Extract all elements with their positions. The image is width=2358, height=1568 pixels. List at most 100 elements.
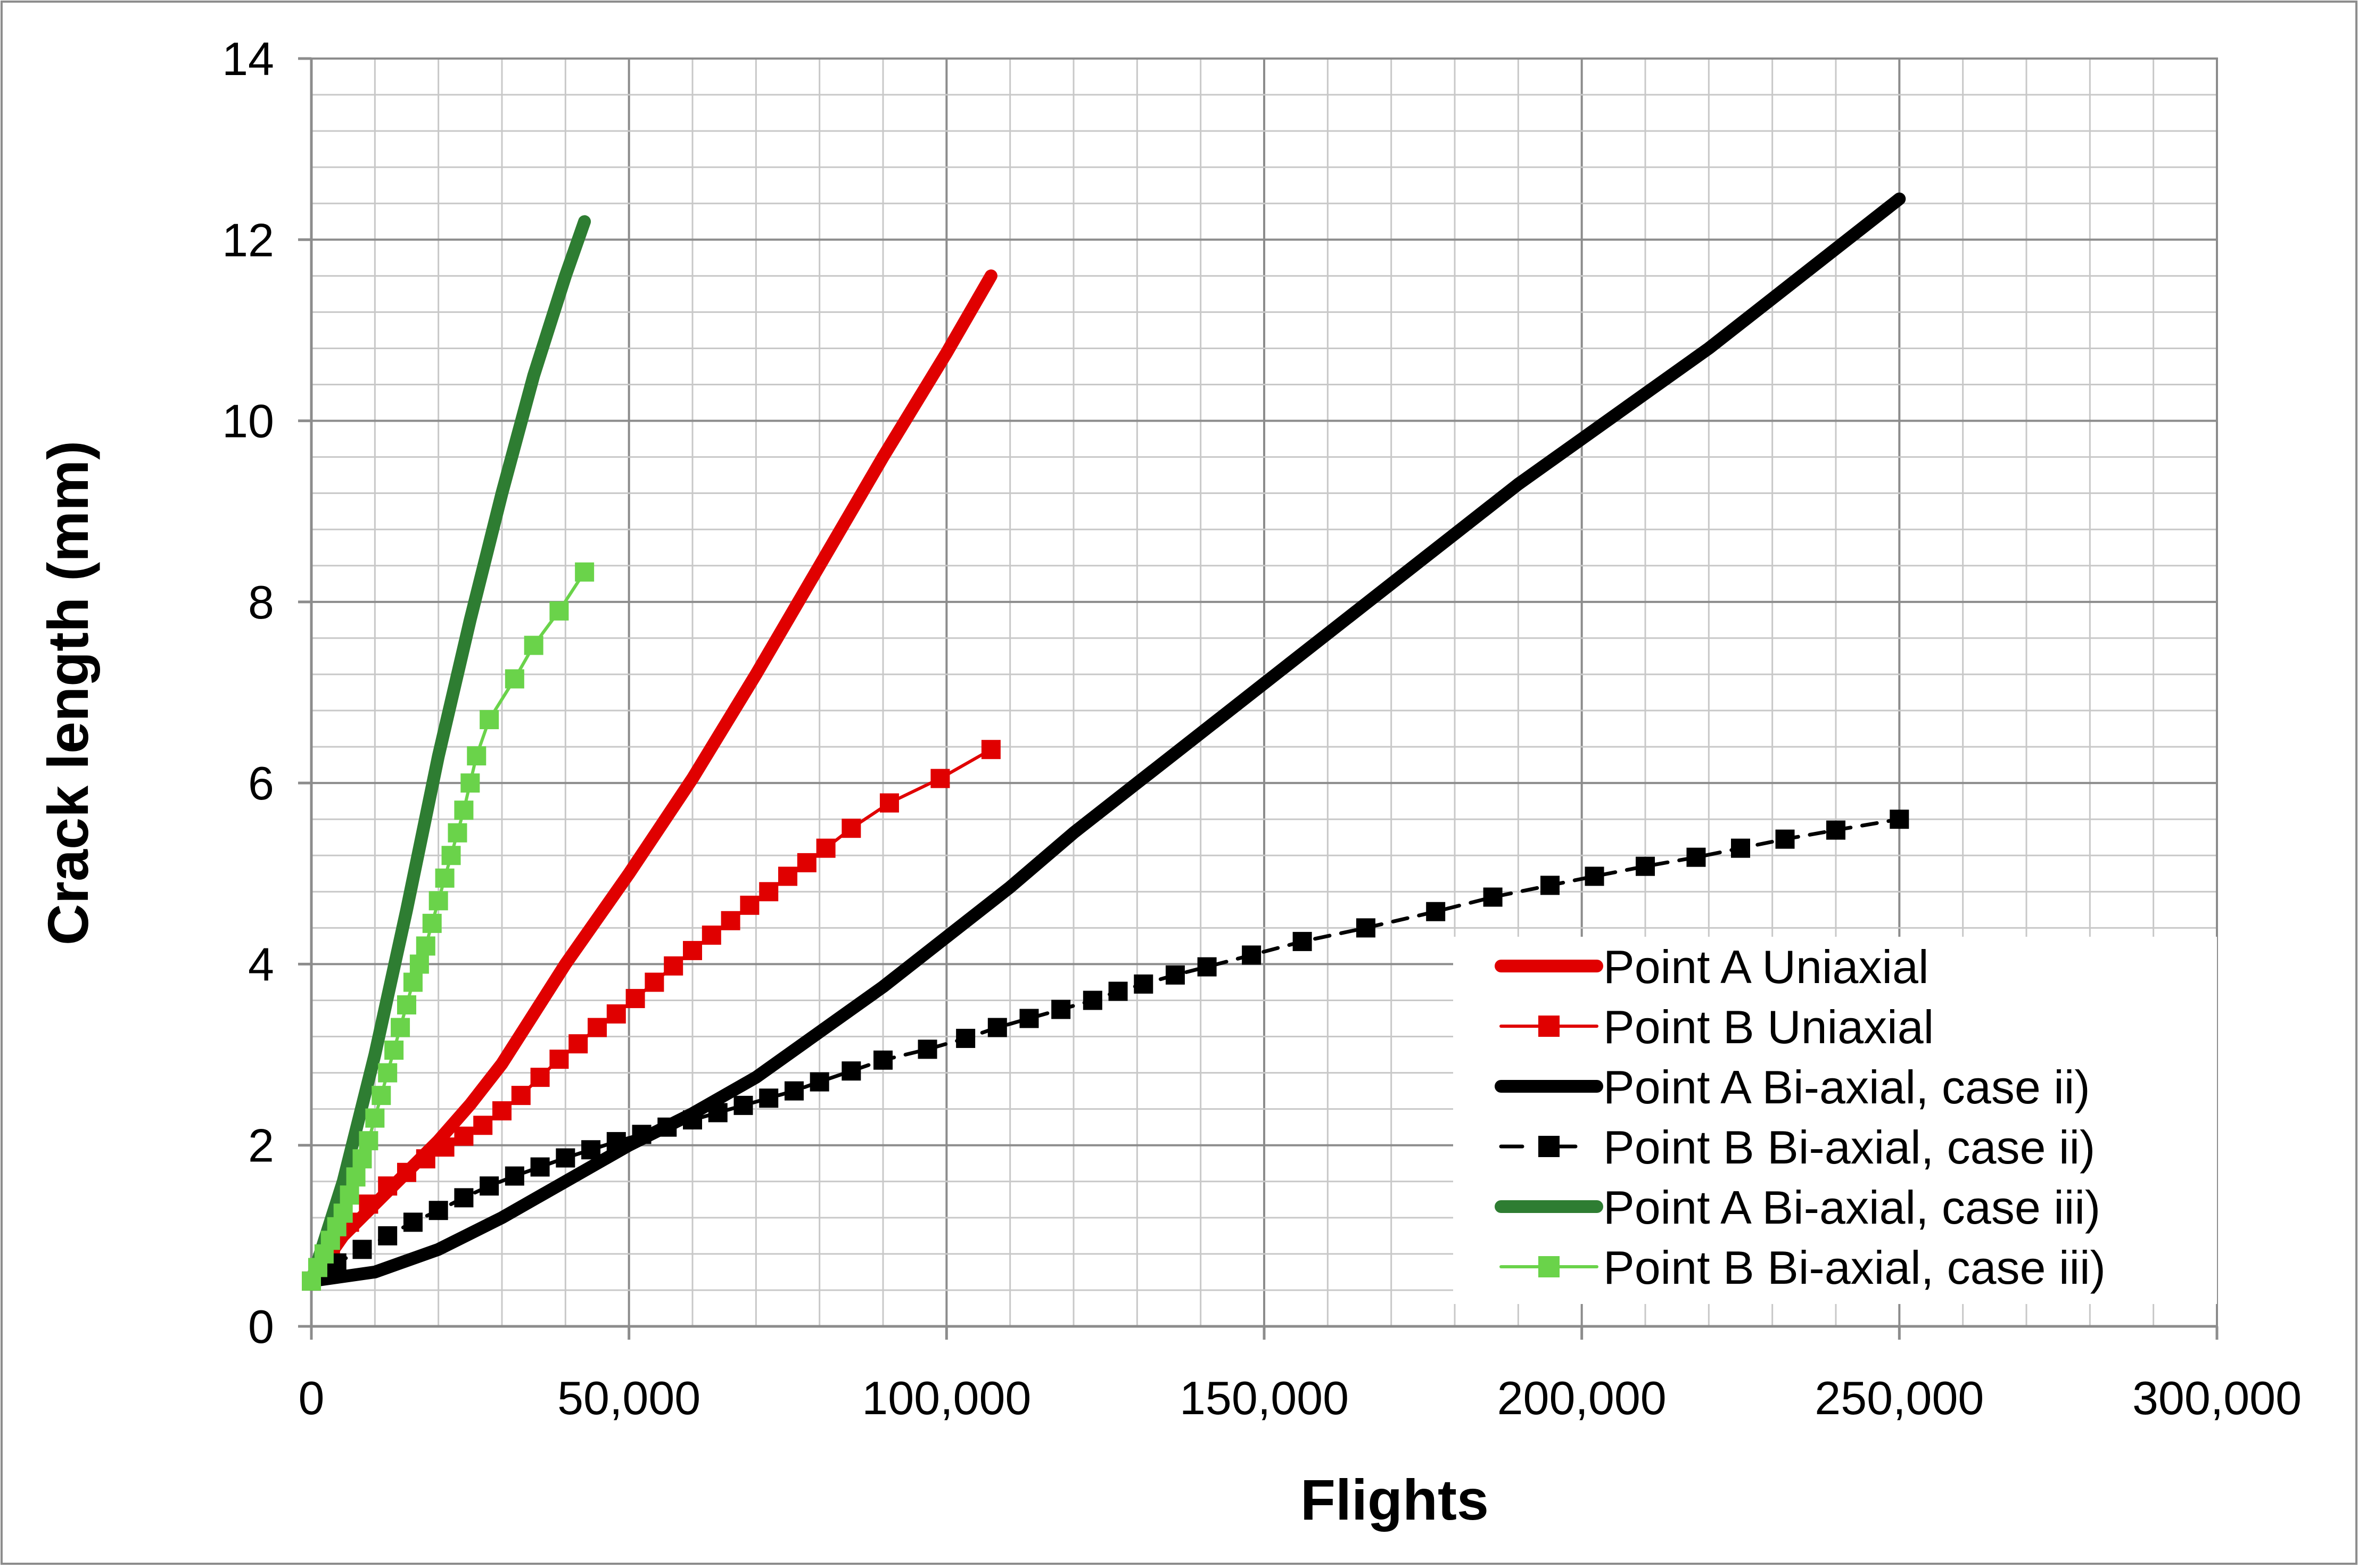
data-point-marker [1826, 820, 1845, 840]
data-point-marker [797, 853, 817, 872]
data-point-marker [428, 1201, 448, 1220]
data-point-marker [1165, 965, 1185, 985]
data-point-marker [378, 1226, 398, 1245]
series-5 [305, 215, 591, 1288]
data-point-marker [606, 1132, 626, 1151]
data-point-marker [549, 601, 569, 621]
data-point-marker [428, 891, 448, 911]
data-point-marker [733, 1095, 753, 1115]
data-point-marker [340, 1185, 359, 1205]
data-point-marker [530, 1068, 550, 1087]
data-point-marker [505, 669, 524, 689]
data-point-marker [346, 1167, 366, 1187]
data-point-marker [384, 1041, 404, 1060]
data-point-marker [333, 1203, 353, 1223]
data-point-marker [606, 1004, 626, 1024]
data-point-marker [454, 1188, 474, 1208]
legend-marker [1538, 1016, 1560, 1037]
data-point-marker [1540, 876, 1560, 895]
data-point-marker [930, 769, 950, 788]
data-point-marker [1356, 918, 1375, 938]
data-point-marker [759, 1088, 779, 1108]
data-point-marker [987, 1018, 1007, 1037]
data-point-marker [403, 1212, 423, 1232]
data-point-marker [473, 1116, 493, 1135]
legend-item: Point B Bi-axial, case ii) [1499, 1121, 2095, 1174]
legend-item: Point B Bi-axial, case iii) [1499, 1241, 2106, 1294]
y-tick-label: 8 [248, 576, 274, 629]
data-point-marker [365, 1108, 385, 1128]
legend: Point A Uniaxial Point B Uniaxial Point A … [1453, 937, 2217, 1304]
data-point-marker [480, 1176, 499, 1196]
legend-item: Point B Uniaxial [1499, 1001, 1934, 1053]
data-point-marker [1483, 887, 1503, 907]
data-point-marker [918, 1039, 937, 1059]
legend-item: Point A Uniaxial [1495, 940, 1929, 993]
legend-marker [1538, 1256, 1560, 1277]
data-point-marker [352, 1149, 372, 1169]
legend-label: Point A Bi-axial, case ii) [1603, 1061, 2090, 1113]
data-point-marker [816, 838, 836, 858]
data-point-marker [778, 866, 797, 886]
data-point-marker [435, 868, 455, 888]
y-tick-label: 6 [248, 757, 274, 810]
data-point-marker [683, 940, 702, 960]
data-point-marker [1585, 866, 1604, 886]
data-point-marker [448, 823, 467, 843]
data-point-marker [981, 740, 1001, 760]
y-tick-label: 14 [222, 32, 274, 85]
x-tick-label: 150,000 [1180, 1372, 1349, 1424]
data-point-marker [625, 989, 645, 1009]
data-point-marker [842, 1061, 861, 1081]
data-point-marker [397, 995, 416, 1014]
data-point-marker [397, 1162, 416, 1182]
data-point-marker [359, 1194, 378, 1214]
data-point-marker [810, 1072, 829, 1092]
data-point-marker [467, 746, 487, 766]
series-4 [302, 810, 1909, 1291]
data-point-marker [879, 793, 899, 813]
data-point-marker [568, 1034, 588, 1054]
series-6 [302, 562, 595, 1291]
data-point-marker [352, 1240, 372, 1259]
data-point-marker [657, 1117, 677, 1137]
data-point-marker [740, 895, 760, 915]
y-tick-label: 12 [222, 213, 274, 266]
data-point-marker [956, 1028, 976, 1048]
data-point-marker [1019, 1009, 1039, 1028]
legend-item: Point A Bi-axial, case iii) [1495, 1181, 2100, 1234]
data-point-marker [454, 1126, 474, 1146]
x-tick-label: 300,000 [2132, 1372, 2302, 1424]
data-point-marker [721, 911, 740, 930]
data-point-marker [409, 954, 429, 974]
legend-label: Point B Bi-axial, case iii) [1603, 1241, 2106, 1294]
legend-label: Point B Uniaxial [1603, 1001, 1934, 1053]
x-axis-label: Flights [1300, 1467, 1489, 1532]
data-point-marker [1134, 974, 1153, 994]
legend-label: Point A Uniaxial [1603, 940, 1929, 993]
data-point-marker [422, 913, 442, 933]
series-line [305, 215, 591, 1288]
data-point-marker [1051, 1000, 1071, 1019]
x-tick-label: 100,000 [862, 1372, 1031, 1424]
data-point-marker [702, 925, 721, 945]
data-point-marker [378, 1063, 398, 1083]
data-point-marker [588, 1018, 607, 1037]
data-point-marker [1292, 931, 1312, 951]
data-point-marker [708, 1103, 728, 1123]
data-point-marker [480, 710, 499, 730]
legend-label: Point A Bi-axial, case iii) [1603, 1181, 2100, 1234]
data-point-marker [492, 1101, 512, 1121]
data-point-marker [549, 1050, 569, 1069]
data-point-marker [435, 1137, 455, 1157]
data-point-marker [556, 1148, 575, 1168]
y-tick-label: 0 [248, 1300, 274, 1353]
data-point-marker [581, 1140, 601, 1160]
data-point-marker [1636, 856, 1655, 876]
data-point-marker [784, 1081, 804, 1101]
data-point-marker [873, 1050, 893, 1070]
data-point-marker [575, 562, 595, 582]
data-point-marker [505, 1166, 524, 1186]
